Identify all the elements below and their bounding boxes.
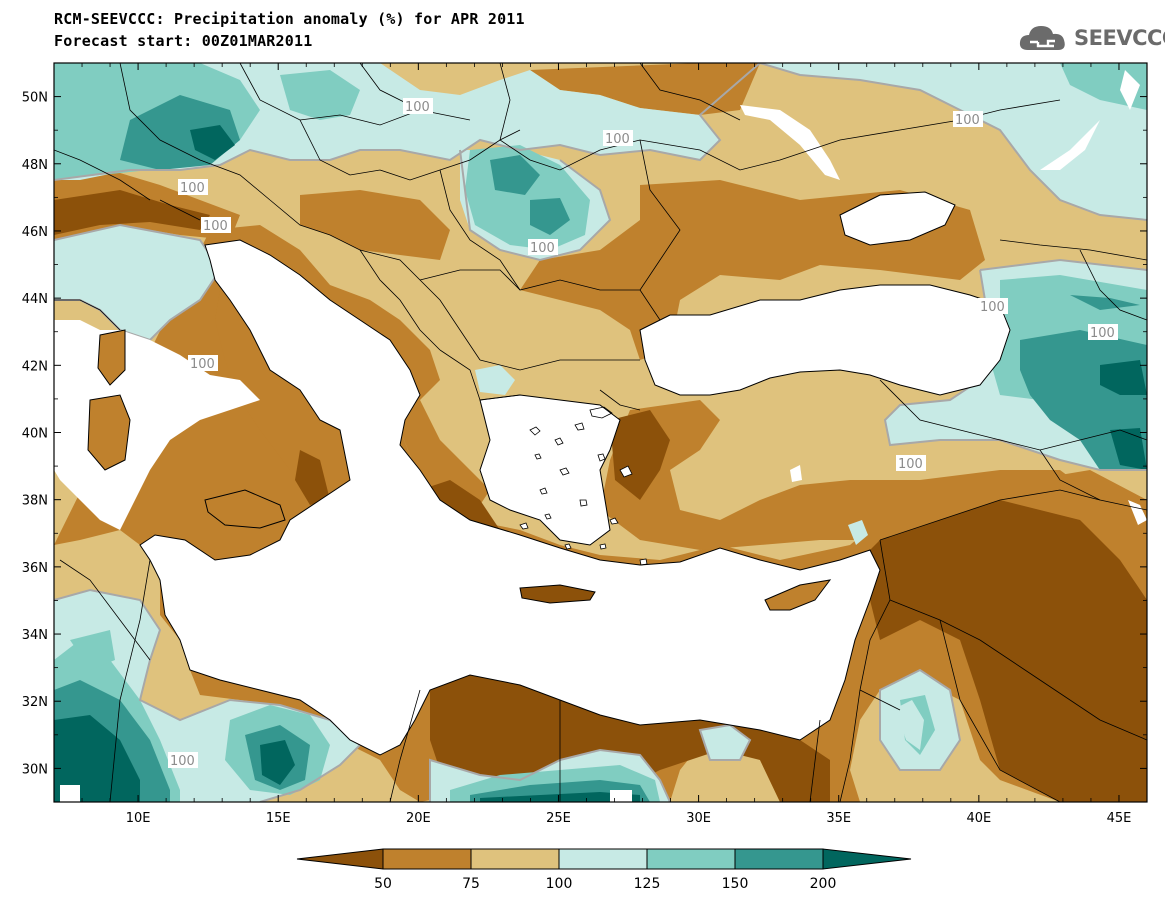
contour-label: 100 — [180, 181, 205, 196]
lat-tick-label: 50N — [22, 91, 48, 106]
lat-tick-label: 36N — [22, 561, 48, 576]
coastlines — [87, 191, 1011, 756]
forecast-start-label: Forecast start: 00Z01MAR2011 — [54, 32, 313, 50]
lat-tick-label: 38N — [22, 494, 48, 509]
lon-tick-label: 30E — [686, 811, 711, 826]
contour-label-bg — [896, 455, 926, 471]
lat-tick-label: 34N — [22, 628, 48, 643]
contour-label: 100 — [1090, 326, 1115, 341]
contour-label: 100 — [190, 357, 215, 372]
colorbar-label: 50 — [374, 876, 392, 892]
contour-label: 100 — [605, 132, 630, 147]
lat-tick-label: 32N — [22, 695, 48, 710]
lat-tick-label: 42N — [22, 359, 48, 374]
lon-tick-label: 10E — [126, 811, 151, 826]
contour-label: 100 — [203, 219, 228, 234]
contour-label-bg — [178, 179, 208, 195]
lon-tick-label: 25E — [546, 811, 571, 826]
map-fields: 100 100 100 100 100 100 100 100 100 100 100 — [54, 63, 1147, 802]
reservoir-lake — [1040, 120, 1100, 170]
colorbar-label: 150 — [722, 876, 749, 892]
colorbar-segment — [558, 848, 648, 870]
contour-label-bg — [953, 111, 983, 127]
contour-label-bg — [603, 130, 633, 146]
colorbar-label: 100 — [546, 876, 573, 892]
lat-tick-label: 44N — [22, 292, 48, 307]
lon-tick-label: 45E — [1107, 811, 1132, 826]
colorbar-label: 125 — [634, 876, 661, 892]
contour-label-bg — [1088, 324, 1118, 340]
contour-label: 100 — [980, 300, 1005, 315]
contour-label: 100 — [405, 100, 430, 115]
lat-tick-label: 48N — [22, 158, 48, 173]
lake-urmia — [1128, 500, 1147, 525]
lon-tick-label: 40E — [966, 811, 991, 826]
lon-tick-label: 35E — [826, 811, 851, 826]
contour-label-bg — [188, 355, 218, 371]
islands — [88, 330, 830, 610]
dead-sea — [896, 700, 924, 750]
lake-north-africa — [60, 785, 80, 802]
colorbar-segment — [734, 848, 824, 870]
lat-tick-label: 46N — [22, 225, 48, 240]
colorbar-segment — [646, 848, 736, 870]
contour-label-bg — [528, 239, 558, 255]
contour-label-bg — [201, 217, 231, 233]
lon-tick-label: 20E — [406, 811, 431, 826]
colorbar-segment — [470, 848, 560, 870]
contour-labels: 100 100 100 100 100 100 100 100 100 100 100 — [168, 98, 1118, 769]
colorbar-label: 200 — [810, 876, 837, 892]
colorbar-label: 75 — [462, 876, 480, 892]
colorbar: 50 75 100 125 150 200 — [296, 848, 912, 892]
cloud-icon — [1019, 26, 1065, 50]
lat-tick-label: 40N — [22, 427, 48, 442]
axis-ticks — [53, 62, 1148, 803]
colorbar-above-200-triangle — [822, 848, 912, 870]
contour-label-bg — [403, 98, 433, 114]
chart-title: RCM-SEEVCCC: Precipitation anomaly (%) f… — [54, 10, 525, 28]
contour-label-bg — [168, 752, 198, 768]
logo-text: SEEVCCC — [1074, 26, 1165, 50]
volga-reservoir — [1120, 70, 1140, 110]
lake-van — [790, 465, 802, 482]
siwa-lake — [610, 790, 632, 802]
contour-label: 100 — [170, 754, 195, 769]
contour-label-bg — [978, 298, 1008, 314]
azov-lake — [740, 105, 840, 180]
axis-labels: 10E 15E 20E 25E 30E 35E 40E 45E 50N 48N 46N 44N 42N 4… — [22, 91, 1132, 826]
colorbar-segment — [382, 848, 472, 870]
lat-tick-label: 30N — [22, 762, 48, 777]
colorbar-below-50-triangle — [296, 848, 384, 870]
lon-tick-label: 15E — [266, 811, 291, 826]
contour-label: 100 — [898, 457, 923, 472]
contour-label: 100 — [530, 241, 555, 256]
anomaly-above-200-regions — [54, 125, 1147, 802]
seevccc-logo: SEEVCCC — [1018, 22, 1165, 54]
contour-label: 100 — [955, 113, 980, 128]
